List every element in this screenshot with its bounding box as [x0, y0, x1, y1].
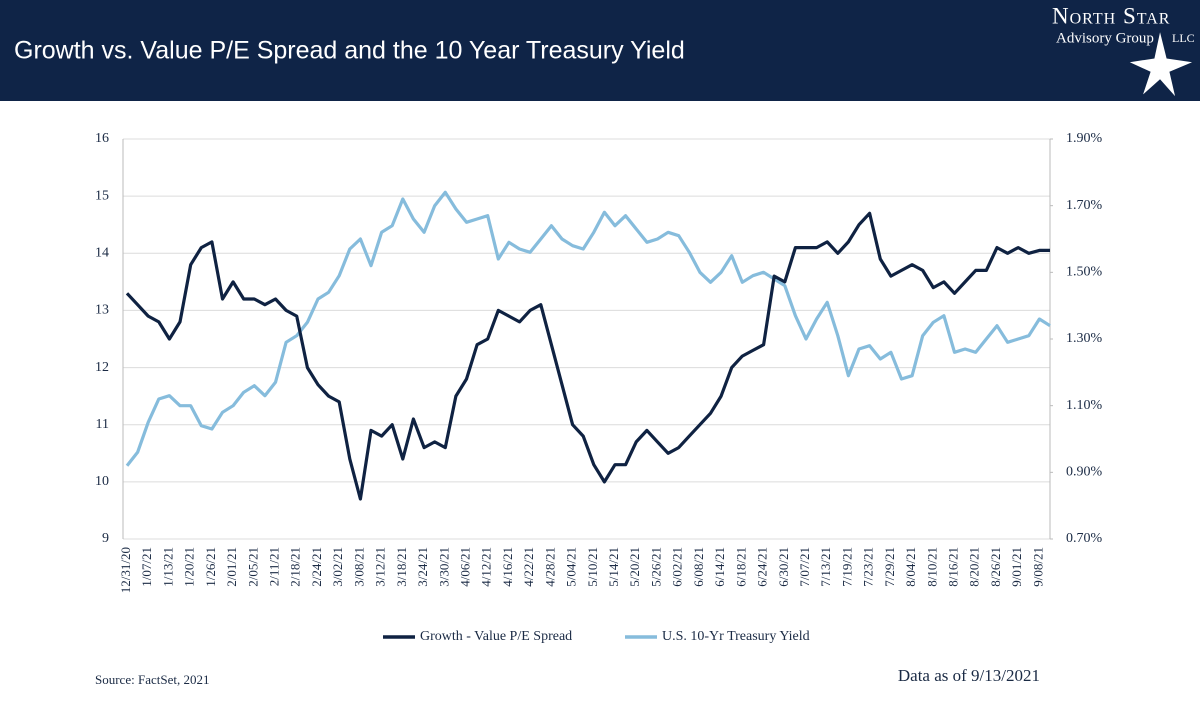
- y-tick-label: 14: [95, 246, 109, 261]
- brand-star: [1126, 29, 1196, 99]
- x-tick-label: 4/16/21: [500, 547, 515, 587]
- x-tick-label: 7/29/21: [882, 547, 897, 587]
- x-tick-label: 6/24/21: [755, 547, 770, 587]
- x-tick-label: 12/31/20: [118, 547, 133, 593]
- x-tick-label: 8/10/21: [924, 547, 939, 587]
- x-tick-label: 2/01/21: [224, 547, 239, 587]
- x-tick-label: 3/30/21: [436, 547, 451, 587]
- y-tick-label: 15: [95, 188, 109, 203]
- y2-tick-label: 1.30%: [1066, 331, 1103, 346]
- y-tick-label: 16: [95, 131, 109, 146]
- x-tick-label: 9/01/21: [1009, 547, 1024, 587]
- x-tick-label: 5/26/21: [648, 547, 663, 587]
- y-tick-label: 12: [95, 360, 109, 375]
- series-line: [125, 190, 1051, 467]
- x-tick-label: 3/12/21: [373, 547, 388, 587]
- x-tick-label: 6/30/21: [776, 547, 791, 587]
- x-tick-label: 7/19/21: [839, 547, 854, 587]
- x-tick-label: 2/18/21: [288, 547, 303, 587]
- note: Data as of 9/13/2021: [898, 666, 1040, 685]
- brand-suffix: LLC: [1172, 31, 1195, 45]
- x-tick-label: 3/24/21: [415, 547, 430, 587]
- x-tick-label: 3/08/21: [351, 547, 366, 587]
- x-tick-label: 6/18/21: [733, 547, 748, 587]
- x-tick-label: 1/13/21: [160, 547, 175, 587]
- legend-label: Growth - Value P/E Spread: [420, 629, 572, 644]
- x-tick-label: 5/20/21: [627, 547, 642, 587]
- x-tick-label: 6/02/21: [670, 547, 685, 587]
- x-tick-label: 3/18/21: [394, 547, 409, 587]
- brand-subtitle: Advisory Group: [1056, 30, 1154, 46]
- chart-title: Growth vs. Value P/E Spread and the 10 Y…: [14, 37, 685, 65]
- x-tick-label: 8/20/21: [967, 547, 982, 587]
- x-tick-label: 4/12/21: [479, 547, 494, 587]
- series-line: [125, 211, 1050, 501]
- x-tick-label: 5/14/21: [606, 547, 621, 587]
- x-tick-label: 1/07/21: [139, 547, 154, 587]
- x-tick-label: 2/05/21: [245, 547, 260, 587]
- x-tick-label: 6/08/21: [691, 547, 706, 587]
- y2-tick-label: 1.70%: [1066, 198, 1103, 213]
- x-tick-label: 4/06/21: [457, 547, 472, 587]
- x-tick-label: 6/14/21: [712, 547, 727, 587]
- y2-tick-label: 1.50%: [1066, 265, 1103, 280]
- y-tick-label: 10: [95, 474, 109, 489]
- x-tick-label: 5/10/21: [585, 547, 600, 587]
- y-tick-label: 13: [95, 303, 109, 318]
- y2-tick-label: 0.90%: [1066, 465, 1103, 480]
- x-tick-label: 3/02/21: [330, 547, 345, 587]
- x-tick-label: 7/07/21: [797, 547, 812, 587]
- x-tick-label: 8/04/21: [903, 547, 918, 587]
- y2-tick-label: 1.90%: [1066, 131, 1103, 146]
- x-tick-label: 1/20/21: [182, 547, 197, 587]
- x-tick-label: 1/26/21: [203, 547, 218, 587]
- x-tick-label: 7/23/21: [861, 547, 876, 587]
- source: Source: FactSet, 2021: [95, 672, 209, 687]
- y2-tick-label: 0.70%: [1066, 531, 1103, 546]
- x-tick-label: 5/04/21: [564, 547, 579, 587]
- brand: North Star: [1052, 3, 1170, 28]
- x-tick-label: 9/08/21: [1030, 547, 1045, 587]
- x-tick-label: 2/11/21: [267, 547, 282, 586]
- y-tick-label: 11: [96, 417, 109, 432]
- x-tick-label: 8/16/21: [946, 547, 961, 587]
- x-tick-label: 4/22/21: [521, 547, 536, 587]
- y2-tick-label: 1.10%: [1066, 398, 1103, 413]
- x-tick-label: 4/28/21: [542, 547, 557, 587]
- legend-label: U.S. 10-Yr Treasury Yield: [662, 629, 810, 644]
- y-tick-label: 9: [102, 531, 109, 546]
- x-tick-label: 7/13/21: [818, 547, 833, 587]
- x-tick-label: 2/24/21: [309, 547, 324, 587]
- x-tick-label: 8/26/21: [988, 547, 1003, 587]
- header-bar: [0, 0, 1200, 101]
